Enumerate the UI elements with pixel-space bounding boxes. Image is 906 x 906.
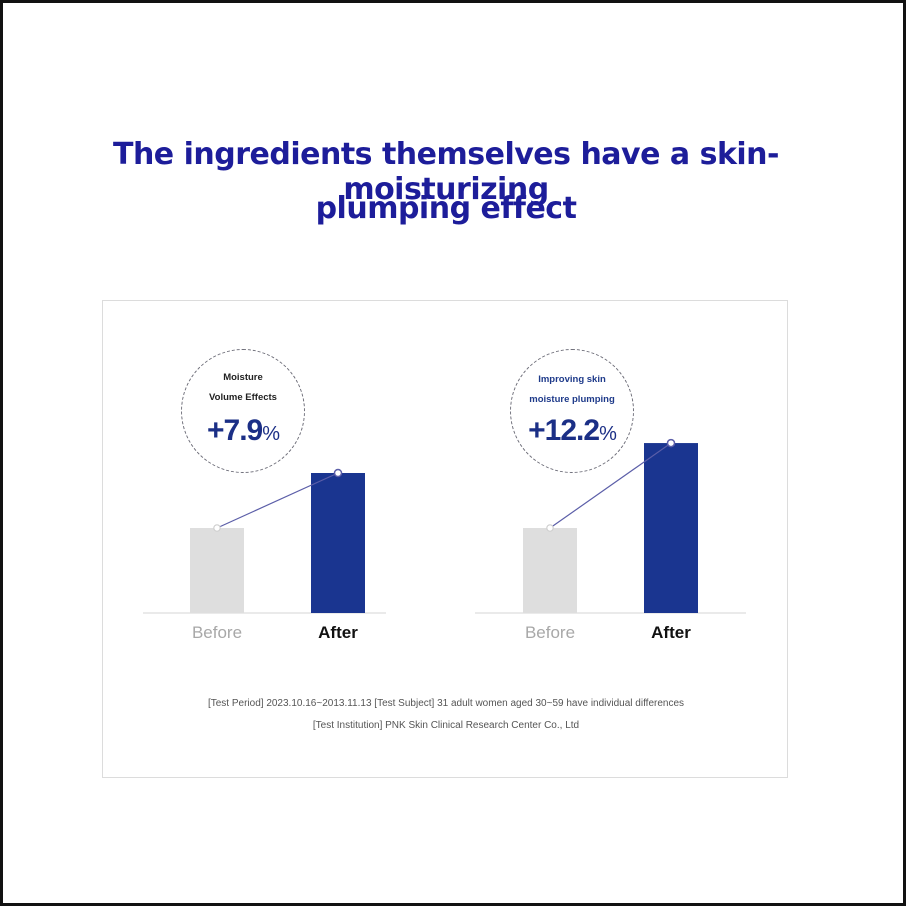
headline-line-1: The ingredients themselves have a skin-m… (112, 137, 780, 207)
badge-label-line-1: Improving skin (538, 374, 606, 385)
results-panel: Moisture Volume Effects +7.9% Improving … (102, 300, 788, 778)
badge-label-line-2: moisture plumping (529, 394, 615, 405)
point-after (666, 438, 676, 448)
point-before (213, 524, 221, 532)
badge-value: +7.9% (182, 414, 304, 448)
footnote-test-institution: [Test Institution] PNK Skin Clinical Res… (312, 720, 580, 731)
x-label-after: After (318, 623, 358, 642)
badge-value-unit: % (599, 423, 617, 445)
badge-value-number: +12.2 (528, 414, 600, 447)
bar-after (311, 473, 365, 613)
point-after (333, 468, 343, 478)
x-label-after: After (651, 623, 691, 642)
badge-value: +12.2% (511, 414, 633, 448)
trend-connector (216, 472, 339, 529)
badge-value-number: +7.9 (206, 414, 263, 447)
badge-value-unit: % (262, 423, 280, 445)
badge-moisture-plumping: Improving skin moisture plumping +12.2% (510, 349, 634, 473)
bar-after (644, 443, 698, 613)
bar-charts (143, 438, 746, 614)
bar-before (523, 528, 577, 613)
badge-label-line-2: Volume Effects (209, 392, 277, 403)
badge-label-line-1: Moisture (223, 372, 263, 383)
x-label-before: Before (191, 623, 243, 642)
badge-moisture-volume: Moisture Volume Effects +7.9% (181, 349, 305, 473)
trend-connector (549, 442, 672, 529)
point-before (546, 524, 554, 532)
bar-before (190, 528, 244, 613)
x-label-before: Before (524, 623, 576, 642)
footnote-test-period: [Test Period] 2023.10.16~2013.11.13 [Tes… (207, 698, 685, 709)
headline-line-2: plumping effect (315, 191, 577, 226)
